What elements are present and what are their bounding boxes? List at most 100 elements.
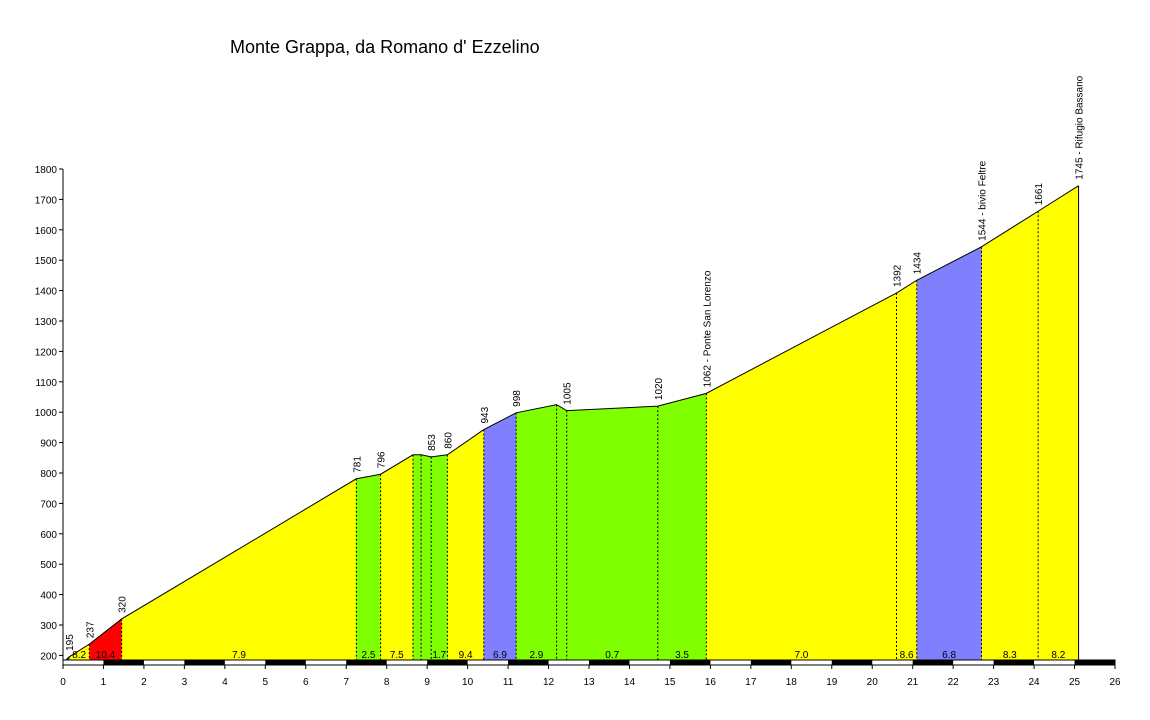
- gradient-label: 8.3: [1003, 650, 1017, 661]
- x-tick-label: 8: [384, 677, 390, 688]
- gradient-label: 7.5: [390, 650, 404, 661]
- x-tick-label: 14: [624, 677, 636, 688]
- y-tick-label: 1000: [35, 408, 58, 419]
- y-tick-label: 1800: [35, 165, 58, 176]
- gradient-label: 8.2: [1051, 650, 1065, 661]
- altitude-label: 998: [512, 390, 523, 407]
- x-tick-label: 13: [583, 677, 595, 688]
- y-tick-label: 1500: [35, 256, 58, 267]
- segment-area-17: [916, 246, 982, 663]
- profile-line: [62, 185, 1079, 664]
- x-tick-label: 12: [543, 677, 555, 688]
- altitude-label: 1745 - Rifugio Bassano: [1075, 75, 1086, 179]
- altitude-label: 853: [427, 434, 438, 451]
- segment-area-12: [556, 404, 567, 663]
- altitude-label: 1062 - Ponte San Lorenzo: [702, 270, 713, 387]
- segment-area-7: [421, 454, 432, 663]
- segment-area-14: [657, 393, 707, 663]
- gradient-labels: 8.2 10.4 7.9 2.5 7.5 1.7 9.4 6.9 2.9 0.7 3.5 7.0 8.6…: [72, 650, 1066, 661]
- segment-area-16: [896, 280, 917, 663]
- km-bar-block: [750, 660, 792, 665]
- gradient-label: 8.6: [900, 650, 914, 661]
- y-tick-label: 1100: [35, 378, 57, 389]
- gradient-label: 7.0: [794, 650, 808, 661]
- segment-area-15: [706, 293, 897, 663]
- segment-area-3: [121, 478, 357, 663]
- segment-area-10: [483, 412, 517, 663]
- x-tick-label: 6: [303, 677, 309, 688]
- segment-area-4: [356, 474, 381, 663]
- y-tick-label: 300: [40, 621, 57, 632]
- segment-area-19: [1038, 185, 1079, 663]
- km-bar-block: [346, 660, 387, 665]
- profile-line-group: [62, 185, 1080, 664]
- gradient-label: 9.4: [459, 650, 473, 661]
- altitude-label: 195: [65, 634, 76, 651]
- x-tick-label: 24: [1029, 677, 1041, 688]
- x-tick-label: 23: [988, 677, 1000, 688]
- x-tick-label: 17: [745, 677, 757, 688]
- altitude-label: 237: [85, 621, 96, 638]
- km-bar-block: [589, 660, 630, 665]
- x-tick-label: 3: [182, 677, 188, 688]
- x-tick-label: 5: [263, 677, 269, 688]
- altitude-label: 1434: [913, 252, 924, 275]
- axes: 2003004005006007008009001000110012001300…: [35, 165, 1121, 688]
- altitude-label: 781: [352, 456, 363, 473]
- altitude-label: 860: [443, 432, 454, 449]
- x-tick-label: 19: [826, 677, 838, 688]
- gradient-label: 6.9: [493, 650, 507, 661]
- gradient-label: 7.9: [232, 650, 246, 661]
- y-tick-label: 800: [40, 469, 57, 480]
- x-tick-label: 26: [1109, 677, 1121, 688]
- x-tick-label: 25: [1069, 677, 1081, 688]
- gradient-label: 3.5: [675, 650, 689, 661]
- altitude-label: 1544 - bivio Feltre: [977, 160, 988, 240]
- y-tick-label: 900: [40, 439, 57, 450]
- gradient-label: 2.5: [362, 650, 376, 661]
- gradient-label: 8.2: [72, 650, 86, 661]
- segment-dividers: [68, 211, 1039, 663]
- x-tick-label: 7: [343, 677, 349, 688]
- km-bar-block: [912, 660, 954, 665]
- altitude-label: 1005: [563, 382, 574, 405]
- x-tick-label: 18: [786, 677, 798, 688]
- segment-area-2: [89, 618, 122, 663]
- x-tick-label: 4: [222, 677, 228, 688]
- x-tick-label: 21: [907, 677, 919, 688]
- y-tick-label: 500: [40, 560, 57, 571]
- segment-area-18: [981, 211, 1039, 664]
- y-tick-label: 1200: [35, 347, 58, 358]
- y-tick-label: 1700: [35, 195, 58, 206]
- gradient-label: 2.9: [529, 650, 543, 661]
- segment-area-9: [447, 429, 484, 663]
- altitude-label: 1020: [654, 377, 665, 400]
- x-tick-label: 15: [664, 677, 676, 688]
- gradient-label: 6.8: [942, 650, 956, 661]
- altitude-label: 320: [118, 596, 129, 613]
- x-tick-label: 0: [60, 677, 66, 688]
- y-tick-label: 400: [40, 591, 57, 602]
- km-bar-block: [831, 660, 873, 665]
- segment-area-8: [431, 454, 448, 663]
- km-bar-block: [1074, 660, 1115, 665]
- x-tick-label: 10: [462, 677, 474, 688]
- y-tick-label: 200: [40, 651, 57, 662]
- segment-area-6: [412, 454, 422, 663]
- km-scale-bar: [62, 659, 1116, 666]
- x-tick-label: 16: [705, 677, 717, 688]
- altitude-label: 943: [480, 406, 491, 423]
- segment-area-5: [380, 454, 413, 663]
- km-bar-block: [508, 660, 549, 665]
- y-tick-label: 1600: [35, 226, 58, 237]
- altitude-label: 1661: [1034, 183, 1045, 206]
- km-bar-block: [993, 660, 1035, 665]
- altitude-label: 1392: [893, 264, 904, 287]
- y-tick-label: 700: [40, 499, 57, 510]
- y-tick-label: 1300: [35, 317, 58, 328]
- km-bar-block: [103, 660, 144, 665]
- km-bar-block: [669, 660, 711, 665]
- y-tick-label: 1400: [35, 287, 58, 298]
- segment-area-1: [69, 644, 90, 663]
